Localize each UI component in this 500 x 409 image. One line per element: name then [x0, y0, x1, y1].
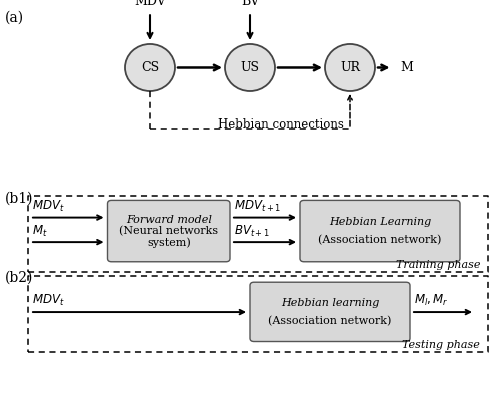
Text: CS: CS — [141, 61, 159, 74]
Text: $MDV_t$: $MDV_t$ — [32, 293, 65, 308]
Text: $MDV_t$: $MDV_t$ — [32, 199, 65, 214]
Text: (b2): (b2) — [5, 271, 34, 285]
Text: Training phase: Training phase — [396, 260, 480, 270]
Text: MDV: MDV — [134, 0, 166, 8]
Text: Forward model: Forward model — [126, 215, 212, 225]
FancyBboxPatch shape — [108, 200, 230, 262]
Ellipse shape — [325, 44, 375, 91]
Text: (a): (a) — [5, 10, 24, 24]
Text: $M_l, M_r$: $M_l, M_r$ — [414, 293, 448, 308]
FancyBboxPatch shape — [250, 282, 410, 342]
Text: system): system) — [147, 237, 190, 248]
Text: Hebbian Learning: Hebbian Learning — [329, 217, 431, 227]
Text: (b1): (b1) — [5, 191, 34, 205]
Text: UR: UR — [340, 61, 360, 74]
Ellipse shape — [125, 44, 175, 91]
Text: Testing phase: Testing phase — [402, 340, 480, 350]
Ellipse shape — [225, 44, 275, 91]
Text: (Association network): (Association network) — [318, 235, 442, 245]
Text: BV: BV — [241, 0, 259, 8]
Text: $MDV_{t+1}$: $MDV_{t+1}$ — [234, 199, 280, 214]
Text: M: M — [400, 61, 413, 74]
Text: $BV_{t+1}$: $BV_{t+1}$ — [234, 224, 270, 239]
Text: $M_t$: $M_t$ — [32, 224, 48, 239]
Text: Hebbian connections: Hebbian connections — [218, 118, 344, 131]
Text: US: US — [240, 61, 260, 74]
Text: (Neural networks: (Neural networks — [119, 226, 218, 236]
FancyBboxPatch shape — [300, 200, 460, 262]
Text: (Association network): (Association network) — [268, 316, 392, 326]
Text: Hebbian learning: Hebbian learning — [281, 298, 379, 308]
